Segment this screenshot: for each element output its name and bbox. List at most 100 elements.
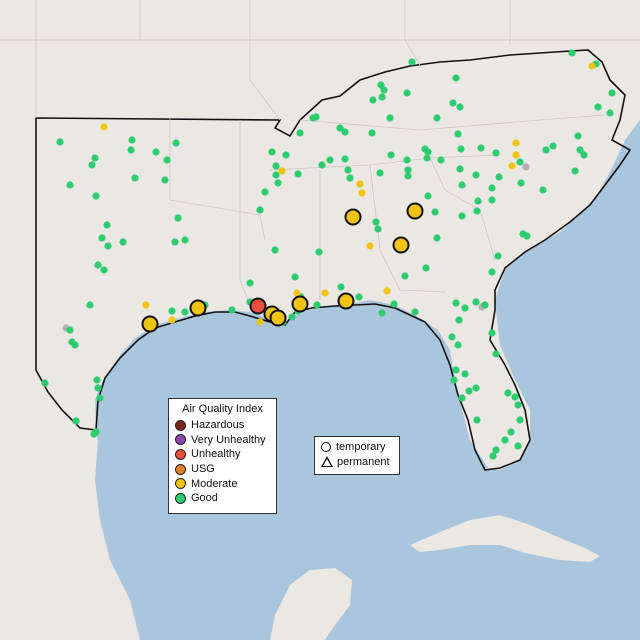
monitor-point-moderate[interactable] — [588, 62, 596, 70]
monitor-point-good[interactable] — [66, 181, 74, 189]
monitor-point-good[interactable] — [472, 298, 480, 306]
monitor-point-good[interactable] — [336, 124, 344, 132]
monitor-point-good[interactable] — [424, 192, 432, 200]
monitor-point-moderate[interactable] — [383, 287, 391, 295]
monitor-point-good[interactable] — [127, 146, 135, 154]
monitor-point-moderate[interactable] — [366, 242, 374, 250]
monitor-point-good[interactable] — [516, 416, 524, 424]
monitor-point-good[interactable] — [174, 214, 182, 222]
monitor-point-good[interactable] — [477, 144, 485, 152]
monitor-point-good[interactable] — [71, 341, 79, 349]
monitor-point-good[interactable] — [411, 308, 419, 316]
monitor-point-moderate[interactable] — [321, 289, 329, 297]
monitor-point-good[interactable] — [403, 156, 411, 164]
monitor-point-good[interactable] — [517, 179, 525, 187]
monitor-point-good[interactable] — [433, 114, 441, 122]
monitor-point-good[interactable] — [341, 128, 349, 136]
monitor-point-good[interactable] — [523, 232, 531, 240]
monitor-point-good[interactable] — [372, 218, 380, 226]
monitor-point-good[interactable] — [66, 326, 74, 334]
monitor-point-good[interactable] — [228, 306, 236, 314]
monitor-point-good[interactable] — [119, 238, 127, 246]
monitor-point-good[interactable] — [274, 179, 282, 187]
monitor-point-good[interactable] — [404, 166, 412, 174]
monitor-point-good[interactable] — [378, 309, 386, 317]
monitor-marker-moderate[interactable] — [392, 236, 410, 254]
monitor-point-good[interactable] — [489, 452, 497, 460]
monitor-point-good[interactable] — [580, 151, 588, 159]
monitor-point-good[interactable] — [161, 176, 169, 184]
monitor-point-good[interactable] — [542, 146, 550, 154]
monitor-point-good[interactable] — [104, 242, 112, 250]
monitor-point-good[interactable] — [549, 142, 557, 150]
monitor-point-good[interactable] — [568, 49, 576, 57]
monitor-point-good[interactable] — [492, 350, 500, 358]
monitor-point-good[interactable] — [574, 132, 582, 140]
monitor-point-good[interactable] — [516, 158, 524, 166]
monitor-point-good[interactable] — [458, 212, 466, 220]
monitor-point-good[interactable] — [606, 109, 614, 117]
monitor-point-good[interactable] — [168, 307, 176, 315]
monitor-point-good[interactable] — [171, 238, 179, 246]
monitor-point-good[interactable] — [88, 161, 96, 169]
monitor-point-good[interactable] — [296, 129, 304, 137]
monitor-point-moderate[interactable] — [100, 123, 108, 131]
monitor-point-good[interactable] — [103, 221, 111, 229]
monitor-point-moderate[interactable] — [356, 180, 364, 188]
monitor-point-good[interactable] — [539, 186, 547, 194]
monitor-point-moderate[interactable] — [512, 139, 520, 147]
monitor-point-good[interactable] — [131, 174, 139, 182]
monitor-point-moderate[interactable] — [168, 316, 176, 324]
monitor-point-good[interactable] — [163, 156, 171, 164]
monitor-point-good[interactable] — [271, 246, 279, 254]
monitor-marker-unhealthy[interactable] — [249, 297, 267, 315]
monitor-point-good[interactable] — [458, 181, 466, 189]
monitor-point-moderate[interactable] — [293, 289, 301, 297]
monitor-point-good[interactable] — [437, 156, 445, 164]
monitor-point-good[interactable] — [423, 154, 431, 162]
monitor-point-good[interactable] — [472, 171, 480, 179]
monitor-point-good[interactable] — [172, 139, 180, 147]
monitor-point-good[interactable] — [461, 304, 469, 312]
monitor-point-good[interactable] — [465, 387, 473, 395]
monitor-point-good[interactable] — [368, 129, 376, 137]
monitor-point-good[interactable] — [455, 316, 463, 324]
monitor-point-good[interactable] — [456, 103, 464, 111]
monitor-point-good[interactable] — [514, 442, 522, 450]
monitor-point-good[interactable] — [386, 114, 394, 122]
monitor-point-good[interactable] — [454, 341, 462, 349]
monitor-point-good[interactable] — [341, 155, 349, 163]
monitor-point-good[interactable] — [473, 207, 481, 215]
monitor-point-moderate[interactable] — [358, 189, 366, 197]
monitor-point-good[interactable] — [92, 192, 100, 200]
monitor-marker-moderate[interactable] — [189, 299, 207, 317]
monitor-point-good[interactable] — [312, 113, 320, 121]
monitor-point-good[interactable] — [181, 308, 189, 316]
monitor-point-good[interactable] — [355, 293, 363, 301]
monitor-marker-moderate[interactable] — [344, 208, 362, 226]
monitor-point-good[interactable] — [403, 89, 411, 97]
monitor-point-good[interactable] — [514, 401, 522, 409]
monitor-point-good[interactable] — [337, 283, 345, 291]
monitor-point-moderate[interactable] — [278, 167, 286, 175]
monitor-point-good[interactable] — [401, 272, 409, 280]
monitor-point-good[interactable] — [474, 197, 482, 205]
monitor-point-good[interactable] — [488, 329, 496, 337]
monitor-point-good[interactable] — [272, 162, 280, 170]
monitor-point-moderate[interactable] — [508, 162, 516, 170]
monitor-point-good[interactable] — [472, 384, 480, 392]
monitor-marker-moderate[interactable] — [337, 292, 355, 310]
monitor-point-good[interactable] — [387, 151, 395, 159]
monitor-point-good[interactable] — [91, 154, 99, 162]
monitor-point-good[interactable] — [318, 161, 326, 169]
monitor-point-good[interactable] — [404, 172, 412, 180]
monitor-point-good[interactable] — [492, 149, 500, 157]
monitor-point-good[interactable] — [376, 169, 384, 177]
monitor-point-good[interactable] — [457, 145, 465, 153]
monitor-point-good[interactable] — [313, 301, 321, 309]
monitor-point-good[interactable] — [96, 394, 104, 402]
monitor-point-good[interactable] — [291, 273, 299, 281]
monitor-point-good[interactable] — [41, 379, 49, 387]
monitor-point-good[interactable] — [511, 393, 519, 401]
